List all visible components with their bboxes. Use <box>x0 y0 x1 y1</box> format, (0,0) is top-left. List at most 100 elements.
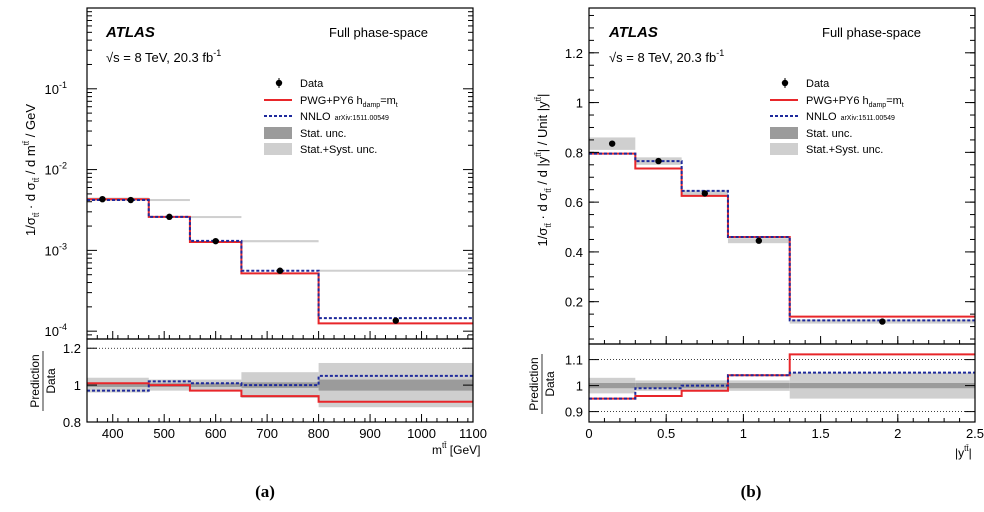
ratio-stat-band <box>318 379 473 391</box>
ratio-frame <box>86 338 474 423</box>
ratio-bands <box>589 359 975 413</box>
y-tick-label: 0.8 <box>565 145 583 160</box>
ratio-stat-band <box>589 383 636 389</box>
energy-label: √s = 8 TeV, 20.3 fb-1 <box>106 48 221 65</box>
pwg-step-line <box>589 152 975 318</box>
y-tick-label: 0.2 <box>565 295 583 310</box>
legend-data-label: Data <box>300 78 324 90</box>
prediction-lines <box>589 152 975 322</box>
y-axis-label: 1/σtt̄ · d σtt̄ / d mtt̄ / GeV <box>22 104 41 236</box>
phase-space-label: Full phase-space <box>822 25 921 40</box>
ratio-stat-band <box>635 383 682 389</box>
legend-stat-label: Stat. unc. <box>806 128 852 140</box>
legend-pwg-label: PWG+PY6 hdamp=mt <box>300 95 398 109</box>
nnlo-step-line <box>87 199 473 320</box>
syst-bands <box>87 197 473 272</box>
atlas-label: ATLAS <box>608 24 658 41</box>
phase-space-label: Full phase-space <box>329 25 428 40</box>
data-point <box>212 237 219 245</box>
data-point <box>701 190 708 197</box>
svg-text:Prediction: Prediction <box>527 357 541 410</box>
legend: Data PWG+PY6 hdamp=mt NNLO arXiv:1511.005… <box>770 78 904 156</box>
legend-pwg-label: PWG+PY6 hdamp=mt <box>806 95 904 109</box>
svg-text:Data: Data <box>543 371 557 397</box>
ratio-y-tick-label: 1.2 <box>63 341 81 356</box>
syst-band <box>241 240 319 243</box>
ratio-lines <box>589 353 975 400</box>
x-tick-label: 600 <box>205 426 227 441</box>
x-tick-label: 900 <box>359 426 381 441</box>
nnlo-ratio-line <box>87 374 473 392</box>
svg-text:Prediction: Prediction <box>28 354 42 407</box>
y-axis-label: 1/σtt̄ · d σtt̄ / d |ytt̄| / Unit |ytt̄| <box>534 94 553 247</box>
x-tick-label: 700 <box>256 426 278 441</box>
ratio-stat-band <box>87 383 149 387</box>
x-axis-label: |ytt̄| <box>955 444 972 460</box>
x-tick-label: 2 <box>894 426 901 441</box>
data-point <box>608 140 616 147</box>
svg-text:Data: Data <box>44 368 58 394</box>
syst-bands <box>589 137 975 324</box>
x-tick-label: 1000 <box>407 426 436 441</box>
svg-text:1/σtt̄ · d σtt̄ / d mtt̄ / GeV: 1/σtt̄ · d σtt̄ / d mtt̄ / GeV <box>22 104 41 236</box>
data-point <box>392 317 399 324</box>
data-point <box>166 213 173 221</box>
x-tick-label: 1100 <box>459 426 487 441</box>
x-axis-label: mtt̄ [GeV] <box>432 441 480 457</box>
legend-stat-swatch <box>770 127 798 139</box>
ratio-stat-band <box>727 383 790 389</box>
pwg-step-line <box>87 198 473 325</box>
energy-sup: -1 <box>716 48 724 58</box>
legend-syst-swatch <box>770 143 798 155</box>
y-tick-label: 0.6 <box>565 195 583 210</box>
ratio-y-tick-label: 0.8 <box>63 415 81 430</box>
legend-nnlo-label: NNLO arXiv:1511.00549 <box>300 111 389 123</box>
legend-stat-swatch <box>264 127 292 139</box>
syst-band <box>148 199 190 202</box>
energy-label: √s = 8 TeV, 20.3 fb-1 <box>609 48 724 65</box>
energy-sup: -1 <box>213 48 221 58</box>
energy-text: √s = 8 TeV, 20.3 fb <box>106 50 213 65</box>
svg-text:1/σtt̄ · d σtt̄ / d |ytt̄| / U: 1/σtt̄ · d σtt̄ / d |ytt̄| / Unit |ytt̄| <box>534 94 553 247</box>
atlas-label: ATLAS <box>105 24 155 41</box>
data-point <box>879 318 886 325</box>
x-tick-label: 0 <box>585 426 592 441</box>
y-tick-label: 1.2 <box>565 46 583 61</box>
data-points <box>608 140 886 325</box>
y-tick-label: 1 <box>576 96 583 111</box>
legend-data-label: Data <box>806 78 830 90</box>
x-tick-label: 500 <box>153 426 175 441</box>
legend-stat-label: Stat. unc. <box>300 128 346 140</box>
legend-syst-swatch <box>264 143 292 155</box>
ratio-lines <box>87 374 473 403</box>
y-tick-label: 10-2 <box>45 161 67 178</box>
y-tick-label: 10-4 <box>45 322 67 339</box>
legend-syst-label: Stat.+Syst. unc. <box>300 144 377 156</box>
x-tick-label: 2.5 <box>966 426 984 441</box>
legend-syst-label: Stat.+Syst. unc. <box>806 144 883 156</box>
legend: Data PWG+PY6 hdamp=mt NNLO arXiv:1511.005… <box>264 78 398 156</box>
axis-ticks: 0 0.5 1 1.5 2 2.5 0.2 0.4 0.6 0.8 1 1.2 0.9 1 1.1 <box>565 14 984 441</box>
nnlo-ratio-line <box>589 371 975 400</box>
pwg-ratio-line <box>87 382 473 403</box>
x-tick-label: 1.5 <box>812 426 830 441</box>
ratio-y-label: Prediction Data <box>527 354 557 414</box>
energy-text: √s = 8 TeV, 20.3 fb <box>609 50 716 65</box>
x-tick-label: 400 <box>102 426 124 441</box>
y-tick-label: 10-3 <box>45 241 67 258</box>
x-tick-label: 1 <box>740 426 747 441</box>
x-tick-label: 0.5 <box>657 426 675 441</box>
ratio-stat-band <box>681 383 728 389</box>
data-point <box>755 237 763 244</box>
prediction-lines <box>87 198 473 325</box>
legend-nnlo-label: NNLO arXiv:1511.00549 <box>806 111 895 123</box>
panel-b: 0 0.5 1 1.5 2 2.5 0.2 0.4 0.6 0.8 1 1.2 0.9 1 1.1 ATLA… <box>527 7 984 501</box>
y-tick-label: 10-1 <box>45 80 67 97</box>
data-points <box>99 195 399 324</box>
ratio-y-tick-label: 1 <box>576 379 583 394</box>
syst-band <box>318 269 473 272</box>
data-point <box>655 157 662 165</box>
ratio-stat-band <box>789 383 975 389</box>
ratio-stat-band <box>189 383 242 387</box>
